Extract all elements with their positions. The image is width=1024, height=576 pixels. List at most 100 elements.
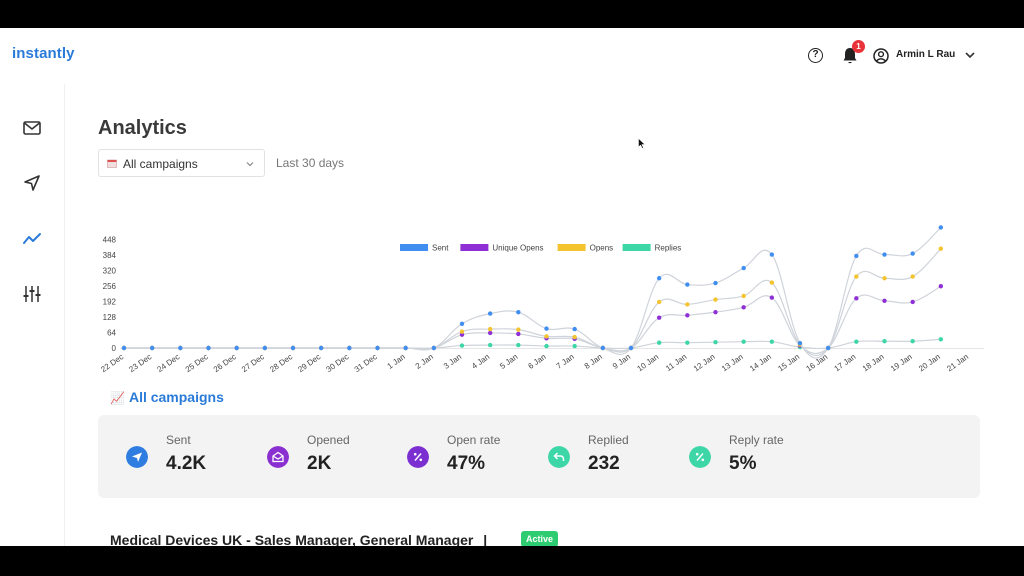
data-point[interactable] (769, 295, 775, 300)
data-point[interactable] (910, 299, 915, 305)
user-name[interactable]: Armin L Rau (896, 49, 956, 60)
data-point[interactable] (769, 339, 775, 344)
legend-label[interactable]: Replies (655, 244, 682, 253)
data-point[interactable] (713, 339, 718, 345)
summary-title-text: All campaigns (128, 389, 224, 405)
data-point[interactable] (572, 343, 577, 349)
data-point[interactable] (769, 252, 775, 257)
data-point[interactable] (234, 345, 239, 351)
analytics-icon[interactable] (22, 229, 42, 249)
logo[interactable]: instantly (12, 45, 75, 62)
legend-swatch (622, 244, 651, 251)
data-point[interactable] (516, 309, 521, 315)
data-point[interactable] (685, 282, 690, 287)
data-point[interactable] (713, 280, 718, 286)
user-avatar-icon[interactable] (873, 48, 889, 64)
data-point[interactable] (459, 329, 465, 334)
data-point[interactable] (121, 345, 127, 351)
data-point[interactable] (206, 345, 211, 351)
mail-icon[interactable] (22, 118, 42, 138)
notification-badge: 1 (852, 40, 865, 53)
data-point[interactable] (347, 345, 352, 351)
data-point[interactable] (882, 298, 887, 303)
legend-label[interactable]: Opens (590, 244, 614, 253)
data-point[interactable] (516, 327, 521, 332)
data-point[interactable] (375, 345, 380, 351)
data-point[interactable] (487, 326, 493, 332)
data-point[interactable] (149, 345, 155, 351)
data-point[interactable] (262, 345, 268, 351)
data-point[interactable] (516, 342, 521, 348)
data-point[interactable] (516, 331, 521, 337)
data-point[interactable] (938, 284, 944, 289)
data-point[interactable] (572, 326, 577, 332)
x-tick-label: 12 Jan (692, 352, 717, 373)
data-point[interactable] (854, 296, 859, 301)
data-point[interactable] (431, 345, 437, 351)
legend-label[interactable]: Sent (432, 244, 449, 253)
x-tick-label: 22 Dec (99, 352, 125, 374)
data-point[interactable] (544, 343, 549, 349)
data-point[interactable] (825, 345, 831, 351)
date-range-label[interactable]: Last 30 days (276, 156, 345, 170)
data-point[interactable] (290, 345, 296, 351)
send-icon[interactable] (22, 173, 42, 193)
x-tick-label: 19 Jan (889, 352, 914, 373)
app-window: instantly ? 1 Armin L Rau (0, 28, 1024, 546)
data-point[interactable] (544, 334, 549, 339)
data-point[interactable] (938, 337, 944, 342)
data-point[interactable] (487, 311, 493, 316)
data-point[interactable] (854, 253, 859, 259)
data-point[interactable] (741, 339, 746, 344)
y-tick-label: 192 (103, 298, 117, 307)
page-title: Analytics (98, 117, 187, 139)
data-point[interactable] (459, 321, 465, 326)
data-point[interactable] (938, 246, 944, 251)
data-point[interactable] (685, 313, 690, 318)
data-point[interactable] (910, 251, 915, 256)
data-point[interactable] (769, 280, 775, 285)
data-point[interactable] (854, 274, 859, 279)
data-point[interactable] (713, 297, 718, 302)
x-tick-label: 18 Jan (861, 352, 886, 373)
data-point[interactable] (938, 225, 944, 230)
stat-label: Replied (588, 433, 629, 447)
data-point[interactable] (741, 265, 746, 271)
y-tick-label: 128 (103, 313, 117, 322)
calendar-icon (107, 159, 117, 168)
data-point[interactable] (318, 345, 324, 351)
data-point[interactable] (544, 326, 549, 331)
data-point[interactable] (685, 340, 690, 345)
data-point[interactable] (910, 274, 915, 279)
data-point[interactable] (656, 299, 662, 305)
help-icon[interactable]: ? (808, 48, 823, 63)
sliders-icon[interactable] (22, 284, 42, 304)
legend-label[interactable]: Unique Opens (492, 244, 543, 253)
data-point[interactable] (741, 305, 746, 310)
data-point[interactable] (656, 340, 662, 345)
data-point[interactable] (741, 293, 746, 299)
campaign-filter-select[interactable]: All campaigns (98, 149, 265, 177)
data-point[interactable] (459, 343, 465, 348)
data-point[interactable] (910, 339, 915, 344)
data-point[interactable] (572, 334, 577, 340)
data-point[interactable] (459, 332, 465, 337)
campaign-name[interactable]: Medical Devices UK - Sales Manager, Gene… (110, 532, 474, 546)
data-point[interactable] (882, 339, 887, 344)
data-point[interactable] (656, 315, 662, 320)
campaign-row-title[interactable]: Medical Devices UK - Sales Manager, Gene… (110, 532, 487, 546)
data-point[interactable] (882, 252, 887, 257)
data-point[interactable] (882, 276, 887, 281)
data-point[interactable] (487, 342, 493, 348)
data-point[interactable] (178, 345, 183, 351)
data-point[interactable] (628, 345, 634, 351)
data-point[interactable] (656, 276, 662, 281)
data-point[interactable] (854, 339, 859, 344)
data-point[interactable] (487, 330, 493, 336)
chevron-down-icon[interactable] (964, 50, 976, 60)
data-point[interactable] (403, 345, 408, 351)
data-point[interactable] (685, 302, 690, 307)
data-point[interactable] (797, 340, 803, 346)
data-point[interactable] (713, 309, 718, 315)
data-point[interactable] (600, 345, 606, 351)
